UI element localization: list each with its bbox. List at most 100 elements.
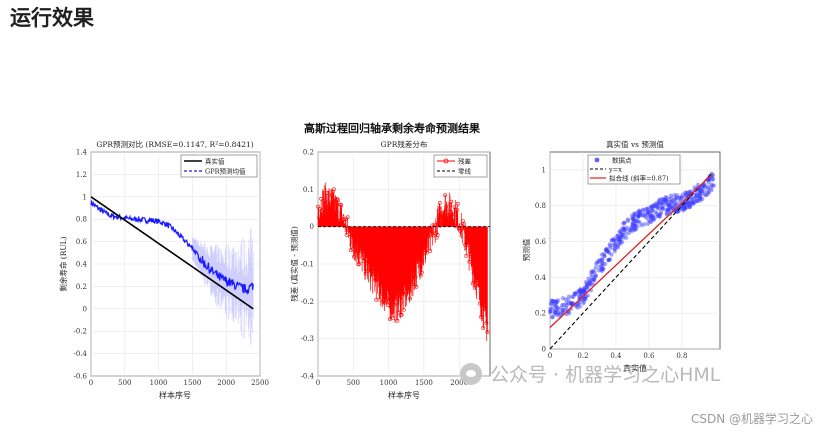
panel3-data-point [699, 189, 705, 194]
panel3-data-point [663, 197, 668, 202]
panel3-data-point [695, 198, 700, 203]
panel3-data-point [656, 212, 661, 217]
panel3-data-point [618, 241, 623, 246]
panel3-data-point [616, 236, 621, 241]
panel3-data-point [702, 189, 707, 194]
panel3-data-point [599, 267, 604, 272]
panel2-residual-marker [400, 291, 405, 296]
panel3-data-point [603, 261, 608, 266]
panel3-data-point [651, 203, 656, 208]
panel3-data-point [693, 194, 698, 199]
panel3-data-point [678, 196, 683, 202]
panel3-data-point [616, 243, 621, 248]
panel3-data-point [683, 206, 688, 211]
panel3-data-point [636, 214, 641, 219]
panel3-xtick-label: 0.4 [610, 352, 622, 360]
panel3-data-point [678, 195, 683, 200]
panel3-data-point [638, 210, 643, 216]
panel3-data-point [550, 298, 555, 303]
panel3-data-point [659, 205, 664, 210]
panel3-data-point [693, 191, 698, 196]
panel3-data-point [631, 216, 636, 221]
panel2-residual-marker [485, 330, 490, 334]
panel3-data-point [548, 306, 553, 311]
panel3-data-point [622, 220, 627, 225]
panel3-data-point [640, 207, 646, 212]
panel3-data-point [564, 300, 569, 306]
panel3-data-point [694, 195, 699, 200]
panel3-data-point [636, 219, 641, 224]
panel3-data-point [607, 243, 612, 249]
panel3-data-point [666, 202, 672, 208]
panel3-data-point [680, 206, 685, 211]
section-heading: 运行效果 [10, 6, 94, 30]
panel3-data-point [674, 195, 679, 200]
panel3-data-point [591, 277, 596, 282]
panel3-data-point [648, 215, 653, 220]
panel3-data-point [709, 188, 714, 193]
panel3-data-point [599, 257, 604, 262]
panel2-xtick-label: 1500 [415, 379, 433, 387]
panel3-data-point [564, 303, 570, 308]
panel3-data-point [614, 244, 619, 249]
panel3-data-point [618, 234, 623, 240]
panel1-ytick-label: 0.2 [76, 283, 87, 291]
panel3-data-point [666, 208, 671, 214]
panel3-data-point [612, 238, 617, 243]
panel3-data-point [656, 200, 661, 205]
panel3-data-point [551, 299, 556, 304]
panel3-data-point [560, 296, 565, 301]
panel3-data-point [664, 195, 669, 200]
panel3-data-point [632, 225, 638, 231]
panel3-data-point [591, 269, 596, 274]
panel3-data-point [578, 286, 583, 292]
panel2-residual-marker [449, 199, 454, 204]
panel3-data-point [633, 227, 639, 232]
panel3-data-point [550, 314, 555, 319]
panel3-data-point [673, 200, 679, 206]
panel3-data-point [586, 280, 591, 285]
panel3-data-point [667, 202, 672, 207]
panel3-data-point [648, 205, 653, 210]
panel2-residual-marker [470, 281, 475, 286]
panel3-data-point [606, 257, 611, 262]
panel3-data-point [626, 227, 631, 232]
panel3-data-point [688, 198, 693, 204]
panel2-residual-marker [408, 296, 413, 301]
panel3-data-point [581, 299, 586, 304]
panel3-data-point [584, 285, 590, 290]
panel3-data-point [610, 242, 616, 248]
panel3-data-point [596, 258, 601, 264]
panel1-truth-line [90, 196, 254, 310]
panel2-residual-marker [425, 250, 429, 255]
panel3-data-point [577, 288, 583, 293]
panel3-data-point [587, 279, 592, 285]
panel3-data-point [675, 193, 680, 198]
panel2-residual-marker [448, 203, 453, 208]
panel3-data-point [590, 269, 595, 274]
panel2-ytick-label: -0.1 [301, 261, 315, 269]
panel3-data-point [682, 207, 687, 212]
panel3-data-point [643, 215, 649, 220]
panel3-data-point [668, 207, 673, 213]
panel3-data-point [698, 188, 703, 193]
panel3-data-point [549, 298, 554, 303]
panel3-data-point [700, 191, 705, 196]
panel3-data-point [657, 213, 662, 219]
panel3-data-point [683, 205, 688, 211]
panel2-legend-zero: 零线 [458, 167, 472, 176]
panel3-data-point [666, 207, 671, 212]
panel3-data-point [681, 204, 687, 209]
panel2-ytick-label: -0.2 [301, 298, 315, 306]
panel1-title: GPR预测对比 (RMSE=0.1147, R²=0.8421) [96, 139, 253, 149]
panel3-data-point [605, 249, 611, 254]
wechat-icon [460, 362, 482, 385]
panel3-data-point [684, 201, 689, 206]
panel3-data-point [625, 217, 630, 222]
panel3-data-point [677, 199, 682, 204]
panel2-residual-marker [336, 198, 341, 203]
panel3-data-point [647, 209, 653, 214]
panel3-data-point [607, 257, 612, 263]
panel2-ytick-label: 0.1 [303, 186, 314, 194]
panel3-data-point [699, 186, 705, 191]
